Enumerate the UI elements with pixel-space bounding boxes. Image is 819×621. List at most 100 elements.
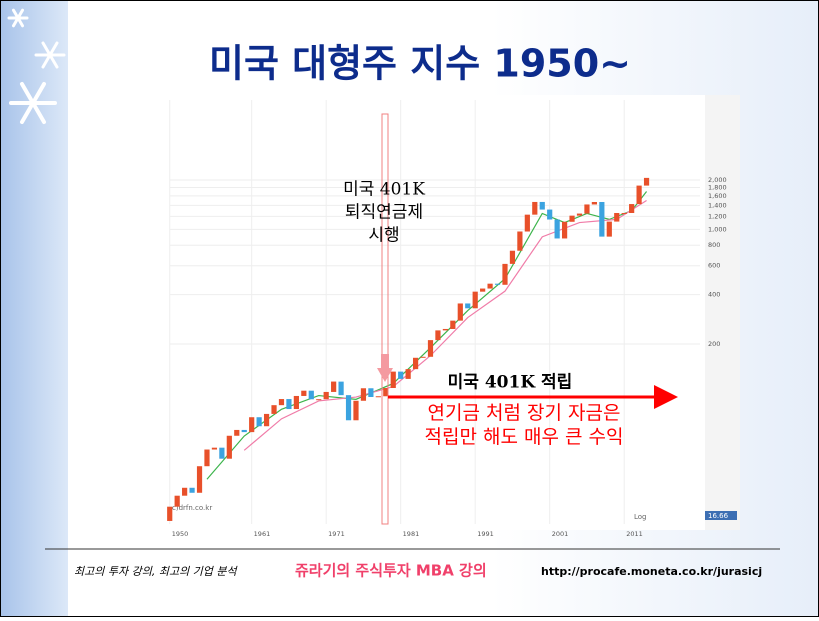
candle [532,201,538,215]
x-tick-label: 2011 [626,530,643,538]
slide-title: 미국 대형주 지수 1950~ [209,42,631,86]
price-marker-box [705,511,737,520]
side-strip [1,1,68,616]
candle [278,399,285,406]
candle [263,413,270,427]
candle [517,231,523,251]
message: 적립만 해도 매우 큰 수익 [425,426,624,448]
y-tick-label: 1,800 [708,183,727,191]
candle [584,204,590,214]
candle [524,214,530,232]
candle [368,388,374,397]
candle [256,417,262,427]
candle [323,391,329,400]
message: 연기금 처럼 장기 자금은 [428,402,621,424]
candle [293,395,299,410]
candle [643,177,650,186]
candle [174,495,180,507]
chart-source: c)drfn.co.kr [172,504,212,512]
scale-label: Log [634,513,647,521]
candle [450,320,456,329]
y-tick-label: 1,600 [708,192,727,200]
candle [629,204,635,213]
candle [487,283,493,289]
candle [360,388,367,401]
policy-line [381,113,389,525]
candle [465,303,471,309]
candle [241,429,247,433]
footer-brand: 쥬라기의 주식투자 MBA 강의 [295,562,487,580]
y-tick-label: 2,000 [708,176,727,184]
candle [636,185,642,205]
candle [308,390,314,400]
y-tick-label: 800 [708,241,720,249]
price-marker: 16.66 [708,512,729,520]
candle [547,209,553,220]
candle [614,212,620,222]
candle [234,429,240,436]
x-tick-label: 2001 [552,530,569,538]
y-tick-label: 400 [708,291,720,299]
x-tick-label: 1950 [172,530,189,538]
candle [480,288,486,292]
candle [472,291,478,309]
candle [539,201,545,210]
y-tick-label: 1,000 [708,225,727,233]
candle [398,371,404,379]
candle [591,201,597,205]
accumulate-note: 미국 401K 적립 [448,373,573,393]
candle [576,213,583,216]
y-tick-label: 600 [708,262,720,270]
footer-url: http://procafe.moneta.co.kr/jurasicj [541,565,762,578]
x-tick-label: 1961 [254,530,271,538]
candle [271,405,277,414]
candle [286,399,292,410]
candle [569,215,575,222]
candle [353,400,359,421]
candle [442,328,448,331]
candle [375,396,381,398]
candle [554,219,560,239]
candle [167,506,173,521]
y-tick-label: 200 [708,340,720,348]
candle [502,263,508,285]
candle [204,449,210,467]
candle [427,340,434,357]
chart-image [165,95,740,530]
candle [621,212,627,214]
x-tick-label: 1981 [403,530,420,538]
candle [599,201,605,237]
snowflakes [7,8,66,124]
candle [457,303,463,321]
policy-note: 미국 401K [343,180,425,200]
candle [420,356,426,358]
candle [405,369,411,379]
candle [561,221,568,239]
candle [606,221,612,237]
candle [219,447,225,459]
y-tick-label: 1,400 [708,201,727,209]
candle [316,399,322,401]
candle [226,435,232,459]
x-tick-label: 1971 [328,530,345,538]
candle [182,487,188,496]
candle [301,390,307,396]
y-tick-label: 1,200 [708,212,727,220]
axis-panel [705,95,740,530]
footer-tagline: 최고의 투자 강의, 최고의 기업 분석 [74,565,239,578]
moving-average [243,199,647,451]
candle [189,487,195,493]
policy-note: 시행 [368,226,399,246]
candle [211,447,218,450]
candle [338,381,344,396]
candle [249,417,255,433]
policy-note: 퇴직연금제 [345,203,423,223]
candle [435,330,441,341]
candle [383,388,389,397]
candle [331,381,337,392]
candle [390,371,396,389]
candle [509,250,516,264]
